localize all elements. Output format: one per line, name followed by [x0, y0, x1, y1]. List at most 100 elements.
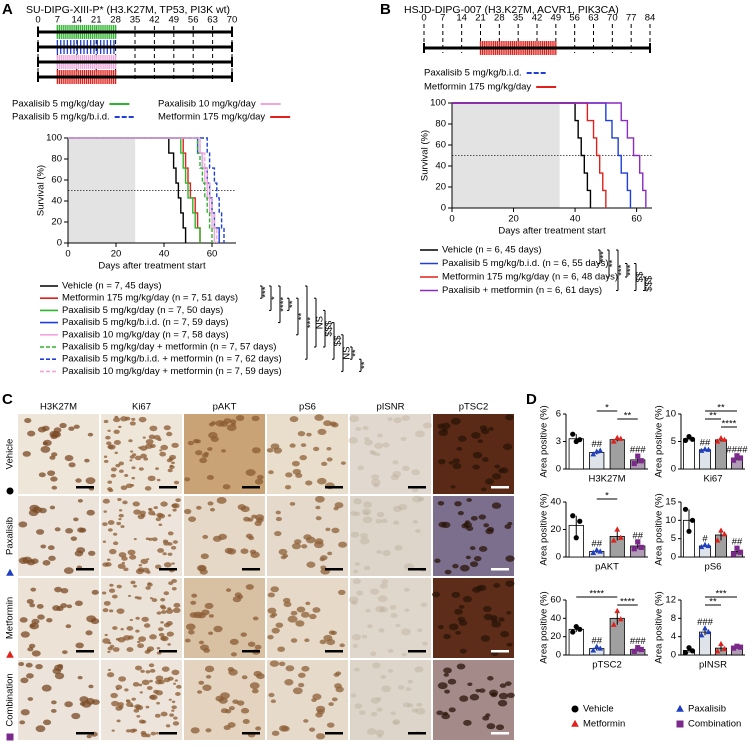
cell	[200, 553, 209, 560]
cell	[348, 596, 359, 604]
cell	[157, 548, 165, 553]
cell	[171, 562, 175, 565]
cell	[241, 675, 248, 680]
cell	[353, 569, 359, 574]
significance-label: **	[709, 411, 717, 422]
cell	[255, 514, 265, 521]
cell	[443, 667, 452, 674]
cell	[467, 682, 473, 687]
cell	[251, 688, 259, 694]
cell	[109, 583, 114, 587]
row-label: Metformin	[5, 597, 16, 639]
treatment-shade	[452, 103, 560, 208]
cell	[81, 700, 92, 708]
x-tick-label: 60	[207, 249, 218, 260]
cell	[374, 442, 384, 449]
dot	[590, 647, 597, 653]
cell	[197, 690, 203, 694]
dot	[730, 551, 737, 557]
micrograph	[101, 414, 182, 494]
cell	[68, 462, 76, 468]
cell	[367, 624, 373, 629]
cell	[291, 542, 301, 550]
cell	[85, 477, 96, 485]
dot	[617, 435, 624, 441]
cell	[106, 558, 111, 561]
cell	[86, 509, 95, 516]
cell	[450, 417, 461, 425]
cell	[448, 623, 459, 631]
cell	[118, 676, 127, 682]
cell	[312, 607, 321, 613]
cell	[461, 523, 469, 529]
cell	[167, 468, 173, 473]
cell	[226, 424, 237, 432]
cell	[122, 500, 128, 505]
cell	[200, 644, 209, 651]
cell	[225, 709, 232, 714]
cell	[444, 689, 450, 694]
y-tick-label: 100	[430, 98, 446, 109]
cell	[198, 640, 205, 645]
scale-bar	[76, 486, 94, 489]
cell	[102, 540, 107, 543]
cell	[285, 665, 295, 672]
y-tick-label: 6	[556, 409, 561, 420]
cell	[41, 684, 52, 692]
day-label: 84	[645, 13, 656, 24]
cell	[118, 518, 122, 521]
cell	[156, 701, 160, 705]
cell	[49, 455, 56, 460]
cell	[402, 702, 411, 708]
cell	[485, 478, 494, 485]
cell	[486, 526, 495, 532]
y-tick-label: 40	[435, 161, 446, 172]
cell	[141, 679, 150, 686]
cell	[494, 464, 501, 469]
cell	[135, 629, 140, 633]
cell	[370, 711, 378, 717]
cell	[481, 457, 489, 462]
day-label: 63	[588, 13, 599, 24]
significance-label: *	[605, 403, 609, 414]
significance-label: ###	[697, 617, 714, 628]
legend-label: Vehicle	[583, 704, 614, 715]
cell	[457, 511, 464, 516]
cell	[152, 513, 156, 516]
cell	[370, 651, 377, 656]
cell	[173, 682, 177, 685]
cell	[148, 434, 156, 440]
y-axis-label: Area positive (%)	[654, 591, 665, 663]
survival-curve	[452, 102, 592, 208]
scale-bar	[408, 568, 426, 571]
x-axis-label: Days after treatment start	[98, 261, 206, 272]
cell	[392, 460, 399, 465]
cell	[350, 531, 360, 538]
cell	[19, 720, 26, 725]
dot	[737, 455, 744, 461]
cell	[156, 647, 161, 650]
cell	[366, 728, 377, 735]
cell	[173, 602, 181, 608]
cell	[27, 430, 36, 437]
cell	[48, 555, 56, 561]
significance-label: $$	[635, 271, 646, 282]
cell	[487, 676, 494, 681]
cell	[171, 442, 179, 448]
cell	[114, 451, 118, 455]
significance-label: **	[351, 349, 362, 357]
cell	[376, 697, 382, 701]
cell	[139, 510, 146, 516]
cell	[457, 435, 467, 442]
significance-label: *	[605, 491, 609, 502]
cell	[229, 419, 237, 424]
cell	[31, 650, 41, 657]
cell	[291, 460, 300, 467]
cell	[156, 512, 164, 518]
y-axis-label: Area positive (%)	[654, 405, 665, 477]
day-label: 42	[149, 15, 160, 26]
cell	[498, 468, 506, 474]
cell	[219, 420, 229, 427]
significance-bracket	[296, 297, 299, 336]
cell	[149, 597, 153, 600]
